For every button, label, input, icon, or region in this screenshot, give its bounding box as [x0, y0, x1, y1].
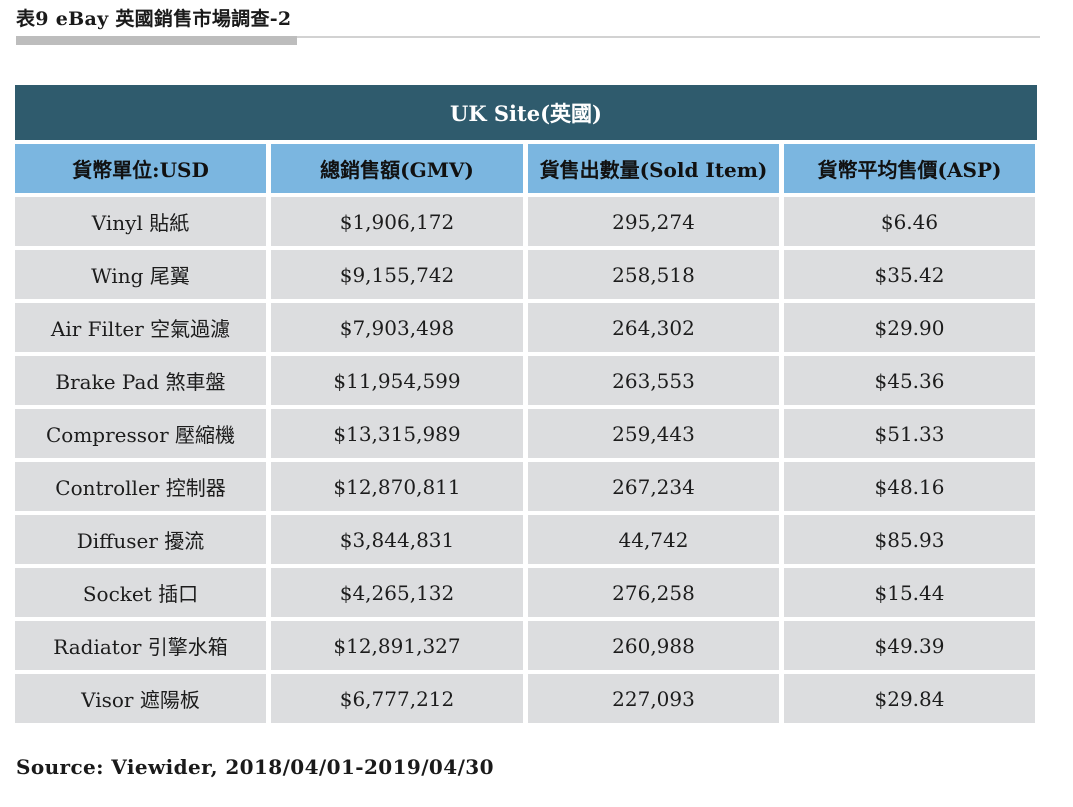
asp-cell: $85.93 — [784, 515, 1035, 564]
asp-cell: $45.36 — [784, 356, 1035, 405]
gmv-cell: $12,870,811 — [271, 462, 523, 511]
asp-cell: $15.44 — [784, 568, 1035, 617]
asp-cell: $29.90 — [784, 303, 1035, 352]
asp-cell: $48.16 — [784, 462, 1035, 511]
asp-cell: $35.42 — [784, 250, 1035, 299]
sales-table: UK Site(英國) 貨幣單位:USD 總銷售額(GMV) 貨售出數量(Sol… — [15, 85, 1037, 727]
category-cell: Air Filter 空氣過濾 — [15, 303, 266, 352]
sold-item-cell: 264,302 — [528, 303, 779, 352]
column-header-asp: 貨幣平均售價(ASP) — [784, 144, 1035, 193]
column-header-gmv: 總銷售額(GMV) — [271, 144, 523, 193]
sold-item-cell: 227,093 — [528, 674, 779, 723]
gmv-cell: $4,265,132 — [271, 568, 523, 617]
sold-item-cell: 259,443 — [528, 409, 779, 458]
asp-cell: $29.84 — [784, 674, 1035, 723]
site-header: UK Site(英國) — [15, 85, 1037, 140]
sold-item-cell: 263,553 — [528, 356, 779, 405]
gmv-cell: $3,844,831 — [271, 515, 523, 564]
caption-accent-bar — [16, 36, 297, 45]
source-note: Source: Viewider, 2018/04/01-2019/04/30 — [16, 755, 494, 779]
sold-item-cell: 295,274 — [528, 197, 779, 246]
table-row: Vinyl 貼紙 $1,906,172 295,274 $6.46 — [15, 197, 1037, 246]
asp-cell: $49.39 — [784, 621, 1035, 670]
column-header-sold-item: 貨售出數量(Sold Item) — [528, 144, 779, 193]
gmv-cell: $1,906,172 — [271, 197, 523, 246]
table-row: Diffuser 擾流 $3,844,831 44,742 $85.93 — [15, 515, 1037, 564]
gmv-cell: $7,903,498 — [271, 303, 523, 352]
category-cell: Socket 插口 — [15, 568, 266, 617]
category-cell: Compressor 壓縮機 — [15, 409, 266, 458]
sold-item-cell: 276,258 — [528, 568, 779, 617]
asp-cell: $51.33 — [784, 409, 1035, 458]
gmv-cell: $12,891,327 — [271, 621, 523, 670]
table-row: Air Filter 空氣過濾 $7,903,498 264,302 $29.9… — [15, 303, 1037, 352]
column-header-currency-unit: 貨幣單位:USD — [15, 144, 266, 193]
gmv-cell: $6,777,212 — [271, 674, 523, 723]
category-cell: Radiator 引擎水箱 — [15, 621, 266, 670]
sold-item-cell: 260,988 — [528, 621, 779, 670]
table-row: Socket 插口 $4,265,132 276,258 $15.44 — [15, 568, 1037, 617]
category-cell: Controller 控制器 — [15, 462, 266, 511]
caption-divider — [16, 36, 1040, 38]
gmv-cell: $13,315,989 — [271, 409, 523, 458]
sold-item-cell: 267,234 — [528, 462, 779, 511]
category-cell: Vinyl 貼紙 — [15, 197, 266, 246]
category-cell: Visor 遮陽板 — [15, 674, 266, 723]
table-row: Radiator 引擎水箱 $12,891,327 260,988 $49.39 — [15, 621, 1037, 670]
table-row: Brake Pad 煞車盤 $11,954,599 263,553 $45.36 — [15, 356, 1037, 405]
table-row: Controller 控制器 $12,870,811 267,234 $48.1… — [15, 462, 1037, 511]
sold-item-cell: 44,742 — [528, 515, 779, 564]
table-row: Compressor 壓縮機 $13,315,989 259,443 $51.3… — [15, 409, 1037, 458]
category-cell: Diffuser 擾流 — [15, 515, 266, 564]
table-row: Visor 遮陽板 $6,777,212 227,093 $29.84 — [15, 674, 1037, 723]
gmv-cell: $9,155,742 — [271, 250, 523, 299]
table-caption: 表9 eBay 英國銷售市場調查-2 — [16, 8, 292, 30]
column-header-row: 貨幣單位:USD 總銷售額(GMV) 貨售出數量(Sold Item) 貨幣平均… — [15, 144, 1037, 193]
sold-item-cell: 258,518 — [528, 250, 779, 299]
table-row: Wing 尾翼 $9,155,742 258,518 $35.42 — [15, 250, 1037, 299]
category-cell: Brake Pad 煞車盤 — [15, 356, 266, 405]
asp-cell: $6.46 — [784, 197, 1035, 246]
category-cell: Wing 尾翼 — [15, 250, 266, 299]
gmv-cell: $11,954,599 — [271, 356, 523, 405]
